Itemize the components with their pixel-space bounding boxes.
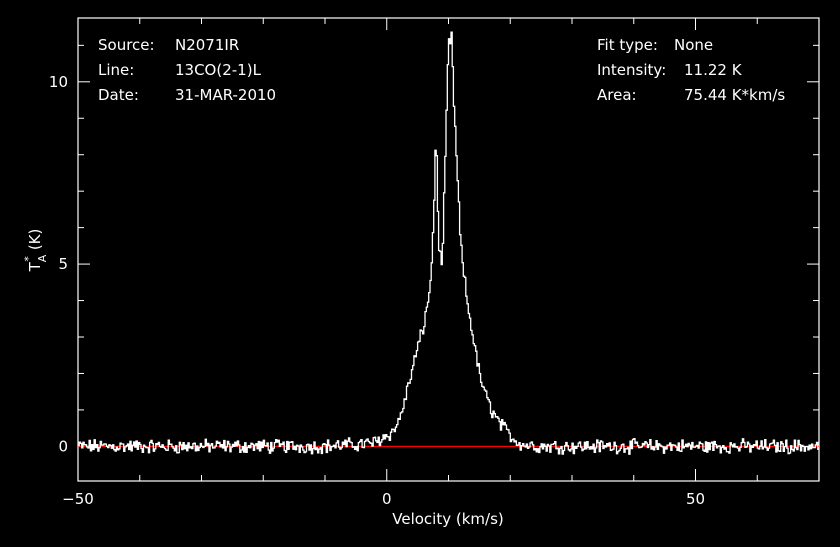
area-label: Area: xyxy=(597,86,637,104)
info-right: Fit type: None Intensity: 11.22 K Area: … xyxy=(597,36,785,104)
y-label-sup: * xyxy=(22,256,35,262)
area-value: 75.44 K*km/s xyxy=(684,86,785,104)
y-tick-label: 10 xyxy=(49,73,68,91)
tick-labels: −50 0 50 0 5 10 xyxy=(49,73,705,508)
source-value: N2071IR xyxy=(175,36,239,54)
x-tick-label: 0 xyxy=(382,490,392,508)
date-value: 31-MAR-2010 xyxy=(175,86,276,104)
y-label-main: T xyxy=(26,261,44,272)
x-axis-label: Velocity (km/s) xyxy=(392,510,503,528)
spectrum-series-line xyxy=(78,31,819,455)
source-label: Source: xyxy=(98,36,155,54)
intensity-label: Intensity: xyxy=(597,61,666,79)
x-tick-label: −50 xyxy=(62,490,94,508)
svg-text:TA*(K): TA* (K) xyxy=(22,229,49,273)
y-tick-label: 5 xyxy=(58,255,68,273)
y-label-unit: (K) xyxy=(26,229,44,251)
date-label: Date: xyxy=(98,86,139,104)
fit-type-value: None xyxy=(674,36,713,54)
y-tick-label: 0 xyxy=(58,437,68,455)
y-axis-label: TA* (K) xyxy=(22,229,49,273)
fit-type-label: Fit type: xyxy=(597,36,658,54)
x-tick-label: 50 xyxy=(686,490,705,508)
line-value: 13CO(2-1)L xyxy=(175,61,262,79)
intensity-value: 11.22 K xyxy=(684,61,743,79)
y-label-sub: A xyxy=(36,254,49,262)
line-label: Line: xyxy=(98,61,134,79)
info-left: Source: N2071IR Line: 13CO(2-1)L Date: 3… xyxy=(98,36,276,104)
